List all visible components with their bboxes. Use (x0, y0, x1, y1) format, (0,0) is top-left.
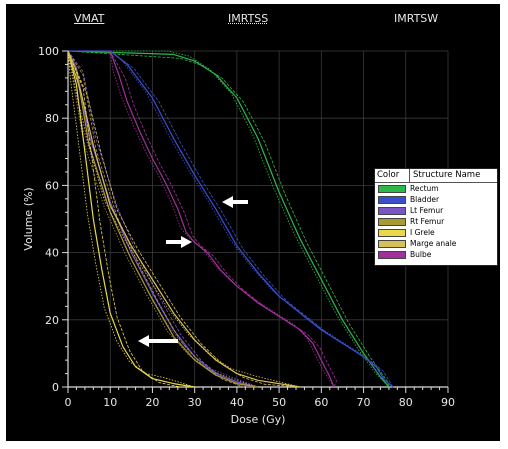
legend-label: Rt Femur (410, 217, 445, 226)
x-tick-label: 40 (230, 396, 244, 409)
legend-label: Rectum (410, 184, 439, 193)
series-line-rt-femur (67, 50, 259, 388)
x-tick-label: 20 (145, 396, 159, 409)
legend-item: Lt Femur (375, 205, 497, 216)
legend: Color Structure Name Rectum Bladder Lt Fem… (374, 168, 498, 266)
legend-header: Color Structure Name (375, 169, 497, 183)
x-tick-label: 0 (65, 396, 72, 409)
header-imrtsw: IMRTSW (394, 12, 439, 25)
series-line-bulbe (109, 50, 335, 388)
legend-item: I Grele (375, 227, 497, 238)
y-tick-label: 100 (38, 45, 59, 58)
series-line-bulbe (109, 50, 337, 388)
legend-label: Marge anale (410, 239, 457, 248)
dvh-chart: 0 10 20 30 40 50 60 70 80 90 0 20 40 60 80 100 Dose (Gy)… (22, 45, 455, 426)
x-tick-label: 30 (188, 396, 202, 409)
series-line-bulbe (109, 50, 335, 388)
series-line-i-grele (67, 50, 195, 388)
legend-col-color: Color (375, 169, 410, 182)
series-line-rectum (68, 50, 390, 388)
legend-label: I Grele (410, 228, 435, 237)
x-tick-label: 10 (103, 396, 117, 409)
series-line-lt-femur (67, 50, 259, 388)
legend-item: Rectum (375, 183, 497, 194)
legend-swatch (378, 195, 406, 204)
legend-rows: Rectum Bladder Lt Femur Rt Femur I Grele Marg… (375, 183, 497, 260)
x-tick-label: 90 (441, 396, 455, 409)
legend-item: Marge anale (375, 238, 497, 249)
legend-label: Bulbe (410, 250, 432, 259)
legend-swatch (378, 239, 406, 248)
legend-swatch (378, 228, 406, 237)
header-imrtss: IMRTSS (228, 12, 269, 25)
y-tick-label: 80 (45, 112, 59, 125)
legend-swatch (378, 250, 406, 259)
legend-swatch (378, 217, 406, 226)
series-line-rt-femur (67, 50, 258, 388)
y-tick-label: 40 (45, 247, 59, 260)
y-axis-label: Volume (%) (22, 187, 35, 250)
legend-swatch (378, 206, 406, 215)
series-line-bladder (68, 50, 394, 388)
y-tick-label: 60 (45, 179, 59, 192)
x-tick-label: 50 (272, 396, 286, 409)
legend-label: Lt Femur (410, 206, 444, 215)
arrow-head (222, 196, 233, 208)
chart-frame: VMAT IMRTSS IMRTSW 0 10 20 30 40 50 60 70 80 90 0 2… (6, 4, 500, 441)
header-vmat: VMAT (74, 12, 105, 25)
arrow-head (138, 335, 149, 347)
series-line-i-grele (67, 50, 195, 388)
x-axis-label: Dose (Gy) (231, 413, 286, 426)
arrow-head (181, 236, 192, 248)
series-line-rectum (67, 50, 390, 388)
legend-item: Bladder (375, 194, 497, 205)
series-line-marge-anale (67, 50, 301, 388)
legend-swatch (378, 184, 406, 193)
series-line-bladder (68, 50, 394, 388)
legend-item: Rt Femur (375, 216, 497, 227)
x-tick-label: 70 (357, 396, 371, 409)
x-tick-label: 80 (399, 396, 413, 409)
series-line-marge-anale (67, 50, 301, 388)
series-line-rectum (67, 50, 390, 388)
series-line-lt-femur (67, 50, 259, 388)
series-line-lt-femur (67, 50, 259, 388)
legend-item: Bulbe (375, 249, 497, 260)
series-line-marge-anale (67, 50, 301, 388)
legend-col-name: Structure Name (413, 170, 481, 180)
legend-label: Bladder (410, 195, 440, 204)
x-tick-label: 60 (314, 396, 328, 409)
series-line-rt-femur (67, 50, 259, 388)
y-tick-label: 0 (52, 381, 59, 394)
y-tick-label: 20 (45, 314, 59, 327)
series-line-i-grele (67, 50, 195, 388)
